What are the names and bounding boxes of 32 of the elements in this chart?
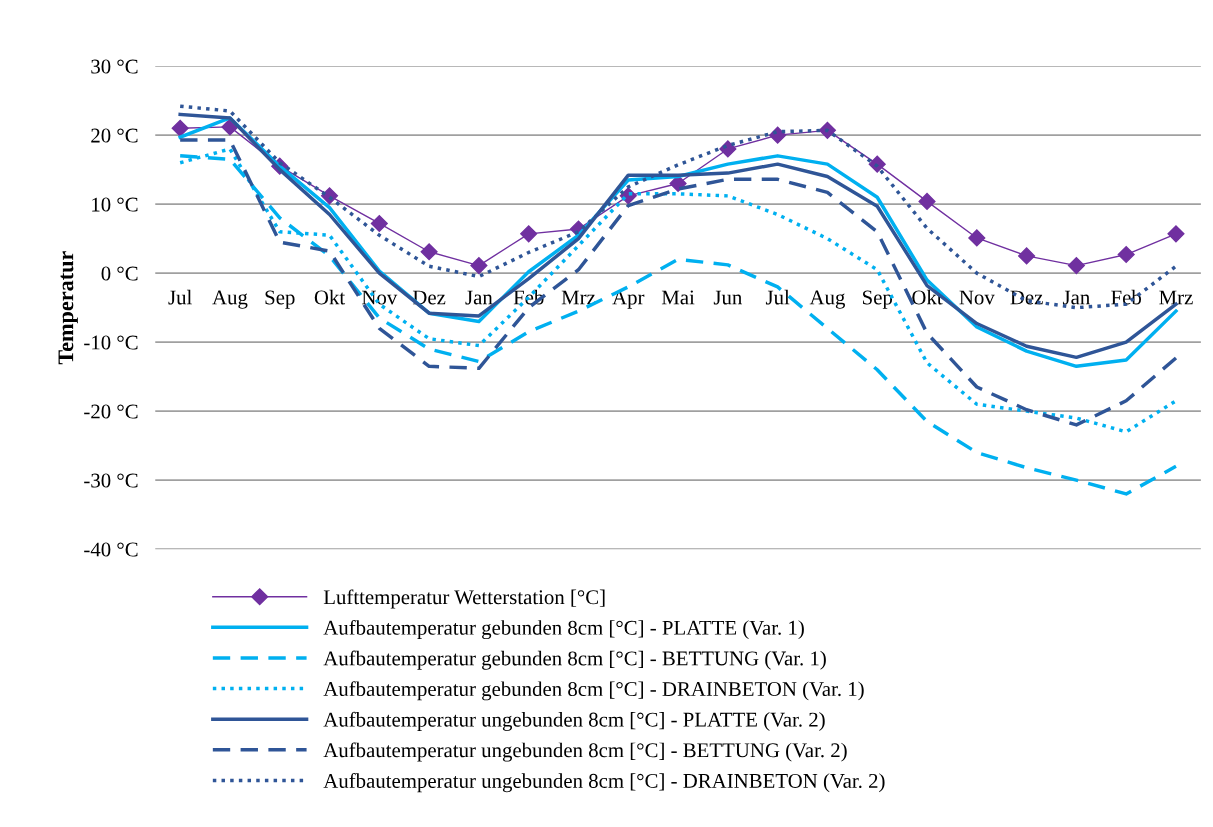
y-tick-label: -40 °C — [84, 542, 138, 557]
legend-label: Aufbautemperatur gebunden 8cm [°C] - PLATTE (Var. 1) — [323, 619, 804, 640]
y-tick-label: 20 °C — [91, 128, 138, 143]
legend-label: Aufbautemperatur gebunden 8cm [°C] - BETTUNG (Var. 1) — [323, 650, 826, 670]
y-tick-label: 0 °C — [101, 266, 138, 281]
x-tick-label: Aug — [212, 290, 248, 309]
x-tick-label: Feb — [1111, 289, 1142, 305]
y-tick-label: -20 °C — [84, 404, 138, 419]
y-tick-label: 30 °C — [91, 59, 138, 74]
y-tick-label: -10 °C — [84, 335, 138, 350]
legend-label: Aufbautemperatur ungebunden 8cm [°C] - PLATTE (Var. 2) — [323, 711, 825, 731]
y-axis-title: Temperatur — [58, 251, 78, 365]
x-tick-label: Jun — [713, 290, 743, 305]
legend-label: Aufbautemperatur ungebunden 8cm [°C] - DRAINBETON (Var. 2) — [323, 773, 885, 793]
x-tick-label: Jul — [765, 289, 790, 305]
x-tick-label: Nov — [959, 290, 995, 305]
x-tick-label: Mai — [661, 290, 695, 305]
x-tick-label: Mrz — [1159, 290, 1193, 305]
x-tick-label: Mrz — [561, 290, 596, 305]
x-tick-label: Jan — [465, 290, 493, 305]
x-tick-label: Okt — [314, 289, 346, 305]
legend-label: Aufbautemperatur gebunden 8cm [°C] - DRAINBETON (Var. 1) — [323, 681, 864, 701]
x-tick-label: Sep — [265, 290, 295, 309]
x-tick-label: Sep — [863, 290, 893, 309]
y-tick-label: -30 °C — [84, 473, 138, 488]
x-tick-label: Aug — [809, 290, 845, 309]
x-tick-label: Jan — [1062, 290, 1090, 305]
legend-label: Aufbautemperatur ungebunden 8cm [°C] - BETTUNG (Var. 2) — [323, 742, 847, 762]
x-tick-label: Nov — [361, 290, 398, 305]
legend-label: Lufttemperatur Wetterstation [°C] — [323, 589, 605, 609]
x-tick-label: Jul — [168, 289, 192, 305]
y-tick-label: 10 °C — [92, 197, 138, 212]
